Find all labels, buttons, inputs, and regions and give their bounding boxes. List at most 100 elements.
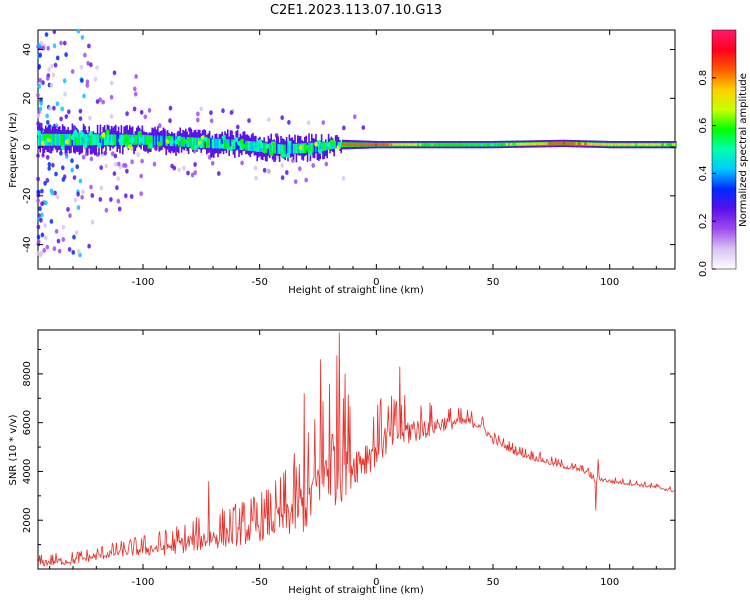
snr-x-tick-label: 50 (487, 577, 500, 588)
spectrogram-noise-cell (287, 120, 291, 125)
spectrogram-ridge-mid (164, 136, 166, 146)
figure-title: C2E1.2023.113.07.10.G13 (270, 3, 442, 18)
spectrogram-ridge-core (404, 143, 407, 146)
spectrogram-ridge-core (655, 143, 657, 146)
spectrogram-y-tick-label: 20 (22, 92, 33, 105)
spectrogram-ridge-mid (74, 134, 76, 146)
spectrogram-noise-cell (172, 165, 177, 171)
spectrogram-ridge-core (613, 143, 615, 146)
spectrogram-ridge-blob (203, 136, 209, 142)
spectrogram-ridge-mid (213, 138, 215, 149)
spectrogram-ridge-blob (169, 138, 175, 144)
spectrogram-ridge-mid (285, 144, 288, 155)
spectrogram-ridge-blob (318, 149, 324, 155)
spectrogram-ridge-mid (204, 138, 207, 148)
spectrogram-ridge-core (488, 143, 491, 146)
spectrogram-ridge-core (549, 142, 551, 145)
colorbar-label: Normalized spectral amplitude (738, 73, 749, 227)
spectrogram-noise-cell (89, 184, 93, 190)
spectrogram-noise-cell (40, 232, 45, 238)
spectrogram-noise-cell (240, 160, 244, 166)
spectrogram-noise-cell (76, 205, 81, 210)
spectrogram-ridge-core (371, 143, 373, 146)
spectrogram-noise-cell (72, 234, 76, 240)
spectrogram-ridge-core (638, 143, 641, 146)
spectrogram-ridge-mid (178, 136, 180, 147)
spectrogram-ridge-core (637, 143, 639, 146)
spectrogram-noise-cell (87, 243, 91, 249)
spectrogram-ridge-mid (151, 135, 153, 146)
spectrogram-noise-cell (113, 162, 118, 167)
spectrogram-noise-cell (85, 79, 90, 85)
spectrogram-ridge-core (654, 143, 656, 146)
spectrogram-ridge-core (641, 143, 643, 146)
spectrogram-ridge-core (376, 143, 379, 146)
spectrogram-ridge-mid (84, 134, 86, 146)
spectrogram-ridge-mid (152, 135, 155, 146)
spectrogram-noise-cell (70, 69, 75, 74)
spectrogram-x-axis-label: Height of straight line (km) (288, 285, 424, 296)
spectrogram-ridge-core (606, 143, 608, 146)
spectrogram-ridge-core (560, 142, 562, 145)
spectrogram-noise-cell (140, 158, 144, 164)
spectrogram-ridge-core (400, 143, 403, 146)
spectrogram-ridge-mid (235, 139, 237, 150)
spectrogram-ridge-core (592, 143, 594, 146)
spectrogram-ridge-core (540, 142, 543, 145)
spectrogram-ridge-mid (150, 135, 152, 145)
spectrogram-ridge-blob (262, 148, 268, 154)
spectrogram-ridge-core (410, 143, 412, 146)
spectrogram-x-tick-label: 100 (600, 277, 619, 288)
spectrogram-ridge-mid (180, 136, 183, 147)
spectrogram-ridge-core (577, 142, 579, 145)
spectrogram-ridge-mid (106, 134, 109, 146)
spectrogram-ridge-mid (246, 140, 249, 151)
spectrogram-ridge-mid (186, 137, 188, 147)
spectrogram-ridge-core (397, 143, 400, 146)
spectrogram-ridge-mid (147, 135, 149, 145)
spectrogram-ridge-mid (59, 133, 61, 146)
spectrogram-noise-cell (63, 40, 67, 46)
spectrogram-ridge-core (500, 143, 502, 146)
spectrogram-noise-cell (70, 167, 74, 173)
spectrogram-ridge-core (558, 142, 561, 145)
spectrogram-ridge-mid (89, 134, 92, 146)
spectrogram-ridge-core (465, 143, 467, 146)
colorbar-tick-label: 0.8 (698, 70, 709, 86)
spectrogram-ridge-mid (105, 134, 107, 146)
spectrogram-ridge-mid (211, 138, 214, 149)
spectrogram-ridge-mid (309, 142, 312, 153)
spectrogram-ridge-mid (63, 133, 65, 146)
spectrogram-ridge-core (602, 143, 604, 146)
spectrogram-ridge-mid (42, 133, 44, 146)
spectrogram-ridge-core (416, 143, 418, 146)
spectrogram-noise-cell (36, 239, 41, 245)
spectrogram-noise-cell (47, 67, 51, 72)
spectrogram-ridge-core (360, 143, 362, 146)
spectrogram-noise-cell (85, 83, 90, 88)
colorbar-tick-label: 0.2 (698, 213, 709, 229)
spectrogram-ridge-mid (270, 143, 272, 154)
spectrogram-ridge-mid (87, 134, 89, 146)
spectrogram-ridge-core (428, 143, 431, 146)
spectrogram-ridge-mid (313, 142, 316, 153)
spectrogram-ridge-core (498, 143, 501, 146)
spectrogram-ridge-mid (322, 142, 324, 152)
snr-x-tick-label: -50 (251, 577, 267, 588)
spectrogram-ridge-core (575, 142, 578, 145)
spectrogram-x-tick-label: -100 (132, 277, 155, 288)
spectrogram-ridge-core (564, 142, 566, 145)
spectrogram-noise-cell (147, 108, 152, 113)
spectrogram-ridge-blob (228, 146, 234, 152)
spectrogram-ridge-core (603, 143, 606, 146)
spectrogram-ridge-core (554, 142, 557, 145)
spectrogram-noise-cell (44, 235, 48, 241)
spectrogram-ridge-mid (311, 142, 313, 153)
spectrogram-ridge-core (550, 142, 552, 145)
spectrogram-noise-cell (82, 93, 86, 99)
snr-frame (37, 329, 676, 570)
spectrogram-ridge-mid (281, 144, 284, 155)
spectrogram-ridge-blob (259, 143, 265, 149)
spectrogram-noise-cell (95, 65, 99, 71)
spectrogram-noise-cell (78, 108, 83, 114)
